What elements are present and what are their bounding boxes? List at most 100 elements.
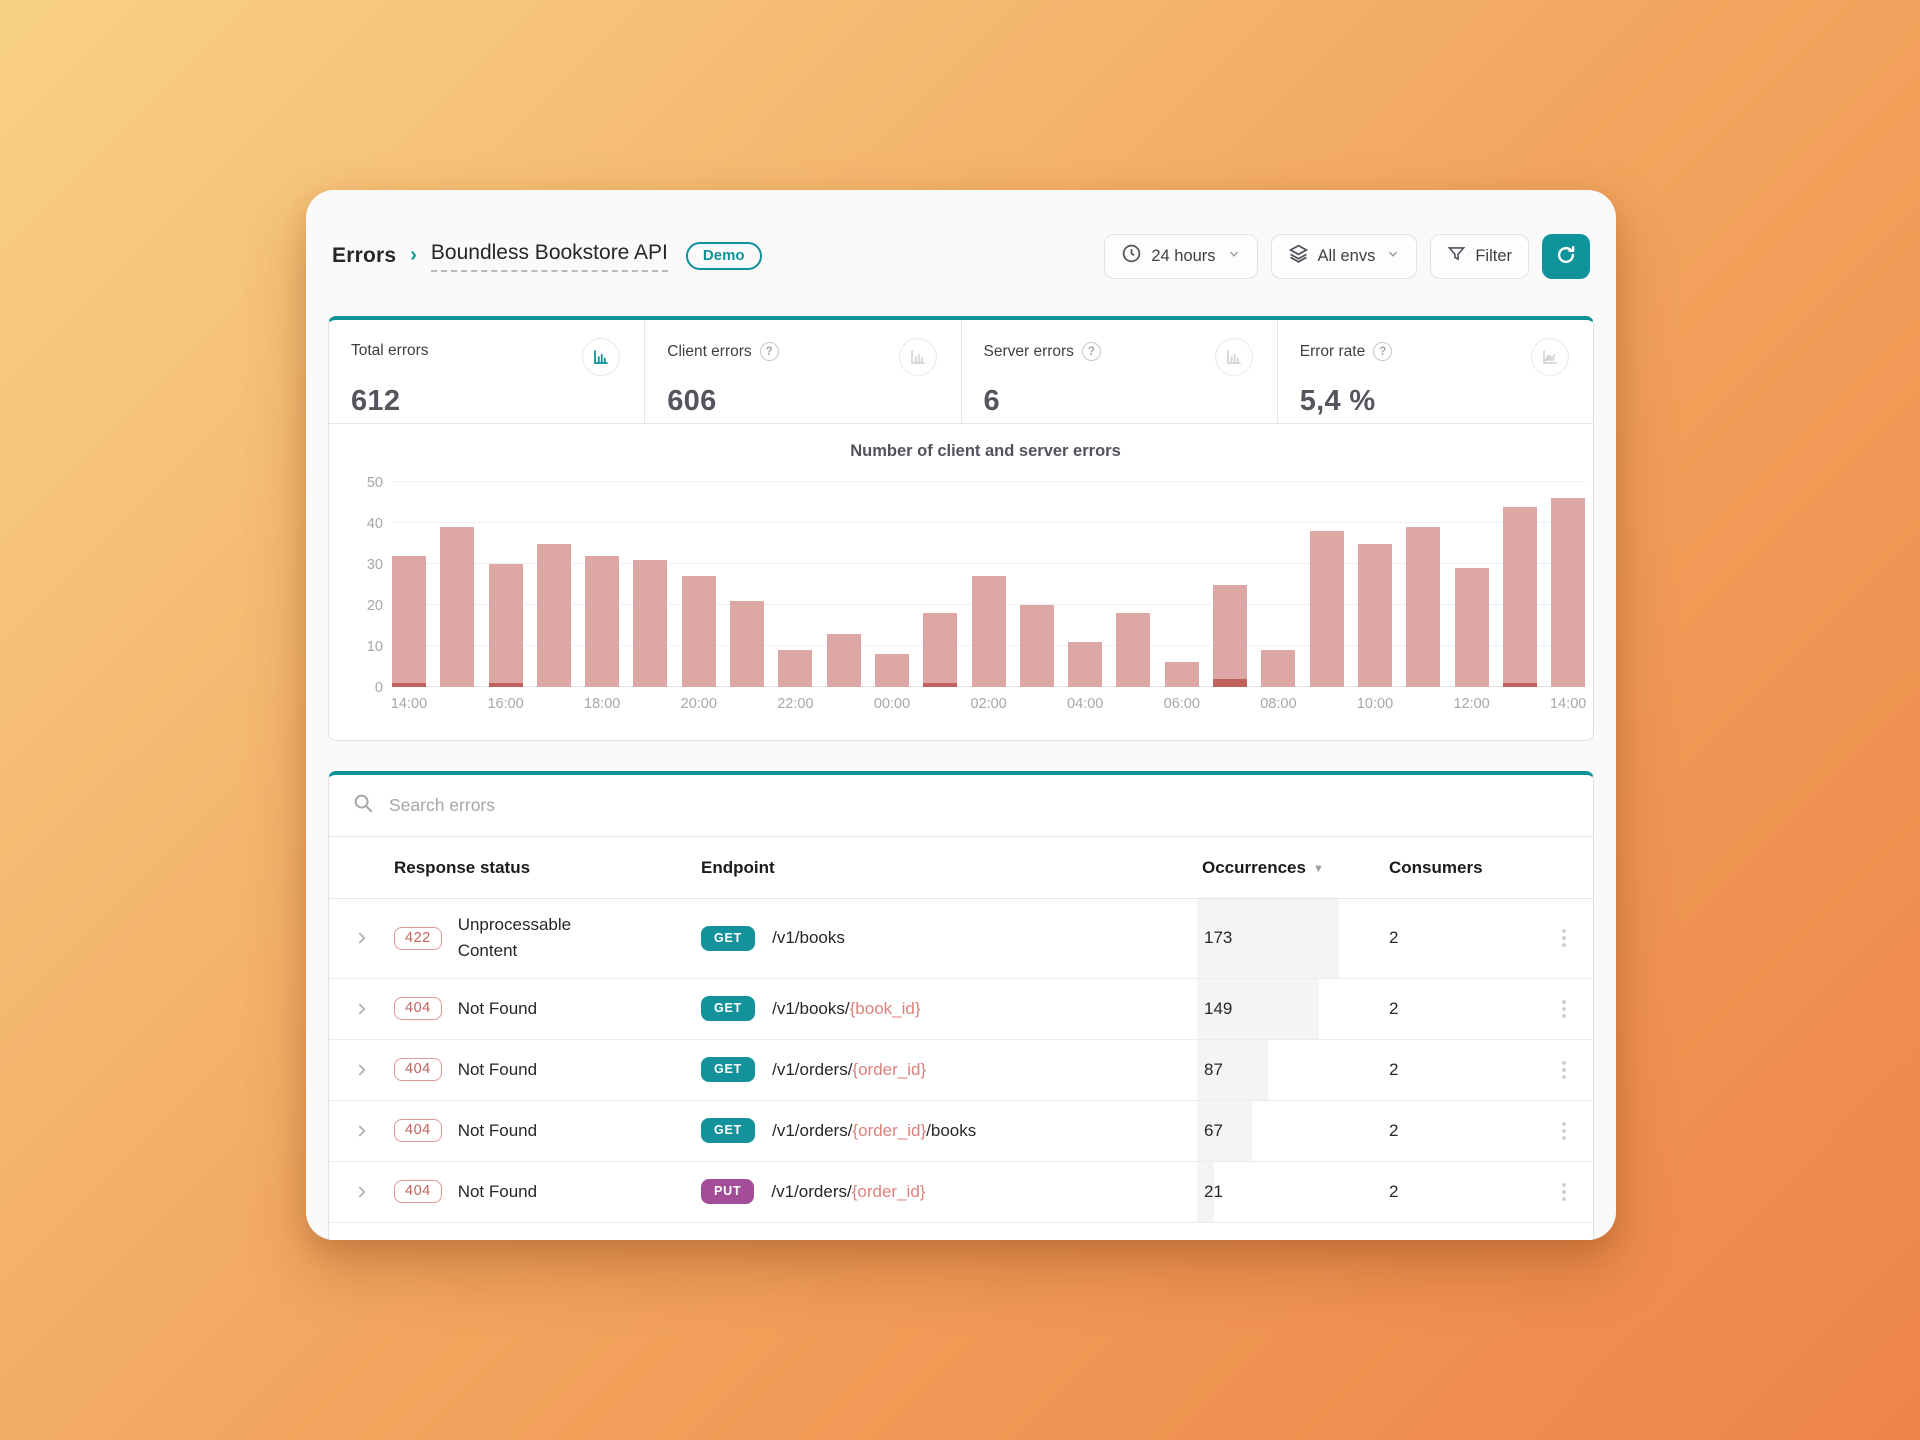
expand-row-chevron-right-icon[interactable] (329, 1183, 394, 1201)
chart-bar[interactable] (392, 555, 426, 687)
chart-bar[interactable] (1309, 531, 1344, 687)
col-response-status[interactable]: Response status (394, 857, 531, 877)
stat-label: Total errors (351, 342, 429, 359)
chart-bar[interactable] (1019, 605, 1054, 687)
chart-bar[interactable] (971, 576, 1006, 687)
bar-chart-icon[interactable] (582, 338, 621, 376)
expand-row-chevron-right-icon[interactable] (329, 1061, 394, 1079)
occurrences-value: 21 (1204, 1181, 1223, 1201)
help-icon[interactable]: ? (759, 342, 779, 361)
chart-bar[interactable] (633, 559, 668, 687)
sort-desc-icon: ▼ (1312, 862, 1324, 875)
header-controls: 24 hours All envs Filter (1104, 233, 1590, 279)
occurrences-value: 149 (1204, 998, 1233, 1018)
bar-chart-icon[interactable] (1214, 338, 1253, 376)
client-errors-segment (585, 555, 620, 687)
expand-row-chevron-right-icon[interactable] (329, 929, 394, 947)
server-errors-segment (488, 682, 523, 687)
table-row[interactable]: 422 Unprocessable Content GET /v1/books … (329, 899, 1593, 979)
server-errors-segment (923, 682, 958, 687)
layers-icon (1288, 243, 1309, 269)
table-body: 422 Unprocessable Content GET /v1/books … (329, 899, 1593, 1223)
time-range-dropdown[interactable]: 24 hours (1104, 233, 1258, 279)
consumers-value: 2 (1389, 928, 1399, 948)
help-icon[interactable]: ? (1373, 342, 1393, 361)
stat-value: 612 (351, 385, 401, 417)
chart-bar[interactable] (1164, 662, 1199, 687)
chart-plot[interactable]: 0 10 20 30 40 50 (367, 475, 1586, 696)
client-errors-segment (1309, 531, 1344, 687)
chart-bar[interactable] (1406, 527, 1441, 687)
breadcrumb-section[interactable]: Errors (332, 244, 397, 267)
chart-bar[interactable] (440, 527, 475, 687)
row-menu-kebab-icon[interactable] (1562, 999, 1566, 1018)
dashboard-card: Errors › Boundless Bookstore API Demo 24… (306, 190, 1616, 1240)
row-menu-kebab-icon[interactable] (1562, 1182, 1566, 1201)
stat-label: Error rate (1299, 342, 1366, 360)
col-endpoint[interactable]: Endpoint (701, 857, 775, 877)
stat-client-errors: Client errors ? 606 (644, 320, 960, 423)
stat-error-rate: Error rate ? 5,4 % (1276, 320, 1593, 423)
col-consumers[interactable]: Consumers (1389, 857, 1483, 877)
x-axis-tick-label: 02:00 (970, 696, 1007, 712)
search-input[interactable] (389, 795, 1573, 816)
table-row[interactable]: 404 Not Found GET /v1/orders/{order_id}/… (329, 1100, 1593, 1162)
breadcrumb-app-title[interactable]: Boundless Bookstore API (430, 241, 668, 272)
chart-bar[interactable] (1068, 641, 1103, 687)
table-row[interactable]: 404 Not Found GET /v1/orders/{order_id} … (329, 1039, 1593, 1101)
table-row[interactable]: 404 Not Found PUT /v1/orders/{order_id} … (329, 1161, 1593, 1223)
stat-server-errors: Server errors ? 6 (960, 320, 1277, 423)
chart-bar[interactable] (1261, 650, 1296, 687)
refresh-button[interactable] (1542, 233, 1590, 279)
chart-bar[interactable] (923, 613, 958, 687)
row-menu-kebab-icon[interactable] (1562, 1121, 1566, 1140)
occurrences-cell: 87 (1197, 1039, 1361, 1100)
x-axis-tick-label: 06:00 (1163, 696, 1200, 712)
chart-bar[interactable] (488, 564, 523, 687)
chart-gridline (392, 481, 1585, 482)
row-menu-kebab-icon[interactable] (1562, 1060, 1566, 1079)
chart-bar[interactable] (536, 543, 571, 687)
client-errors-segment (536, 543, 571, 687)
errors-table-panel: Response status Endpoint Occurrences ▼ C… (328, 771, 1594, 1240)
chart-bar[interactable] (730, 600, 765, 687)
row-menu-kebab-icon[interactable] (1562, 929, 1566, 948)
environment-dropdown[interactable]: All envs (1270, 233, 1418, 279)
chart-bar[interactable] (1357, 543, 1392, 687)
http-method-badge: GET (701, 1118, 756, 1144)
status-code-badge: 404 (394, 1180, 442, 1204)
chart-bar[interactable] (1502, 506, 1537, 687)
help-icon[interactable]: ? (1081, 342, 1101, 361)
expand-row-chevron-right-icon[interactable] (329, 1122, 394, 1140)
demo-badge: Demo (685, 242, 762, 270)
environment-label: All envs (1317, 246, 1376, 265)
filter-button[interactable]: Filter (1430, 233, 1529, 279)
chart-bar[interactable] (1551, 498, 1586, 687)
area-chart-icon[interactable] (1531, 338, 1569, 376)
chart-bar[interactable] (585, 555, 620, 687)
chart-bar[interactable] (826, 633, 861, 687)
x-axis-tick-label: 18:00 (584, 696, 621, 712)
y-axis-tick-label: 40 (366, 516, 383, 532)
chart-bar[interactable] (778, 650, 813, 687)
chart-bar[interactable] (681, 576, 716, 687)
table-row[interactable]: 404 Not Found GET /v1/books/{book_id} 14… (329, 978, 1593, 1040)
occurrences-cell: 21 (1197, 1161, 1361, 1222)
search-icon (352, 792, 374, 819)
expand-row-chevron-right-icon[interactable] (329, 1000, 394, 1018)
chart-bar[interactable] (1454, 568, 1489, 687)
clock-icon (1121, 243, 1142, 269)
funnel-icon (1447, 244, 1466, 268)
chart-bar[interactable] (1213, 584, 1248, 687)
occurrences-bar (1197, 1100, 1252, 1161)
client-errors-segment (1116, 613, 1151, 687)
y-axis-tick-label: 10 (366, 639, 383, 655)
client-errors-segment (1551, 498, 1586, 687)
chart-bar[interactable] (1116, 613, 1151, 687)
col-occurrences[interactable]: Occurrences ▼ (1202, 857, 1324, 877)
breadcrumb: Errors › Boundless Bookstore API Demo (332, 241, 762, 272)
chart-bar[interactable] (874, 654, 909, 687)
occurrences-cell: 149 (1197, 978, 1361, 1039)
bar-chart-icon[interactable] (898, 338, 937, 376)
x-axis-tick-label: 04:00 (1067, 696, 1104, 712)
